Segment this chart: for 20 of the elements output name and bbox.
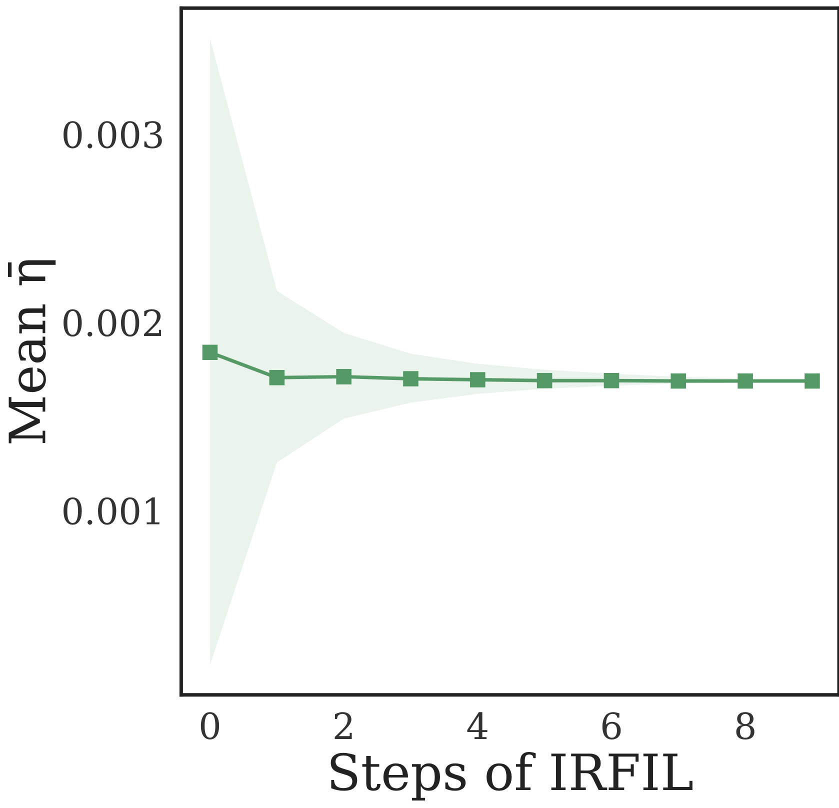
y-axis-title: Mean η̄ [8, 260, 56, 444]
point [470, 372, 486, 388]
point [604, 373, 620, 388]
point [336, 369, 352, 384]
point [403, 371, 418, 386]
y-tick-label: 0.003 [64, 121, 162, 148]
x-tick-label: 6 [602, 712, 621, 740]
x-tick-label: 0 [200, 712, 220, 740]
point [202, 344, 218, 360]
point [804, 373, 820, 389]
point [670, 373, 686, 389]
y-tick-label: 0.001 [64, 497, 160, 525]
point [536, 373, 552, 388]
x-tick-label: 8 [736, 712, 754, 740]
point [269, 370, 285, 386]
x-axis-title: Steps of IRFIL [330, 752, 692, 800]
y-tick-label: 0.002 [64, 309, 162, 337]
x-tick-label: 2 [334, 712, 352, 739]
point [738, 373, 753, 389]
x-tick-label: 4 [467, 712, 488, 739]
